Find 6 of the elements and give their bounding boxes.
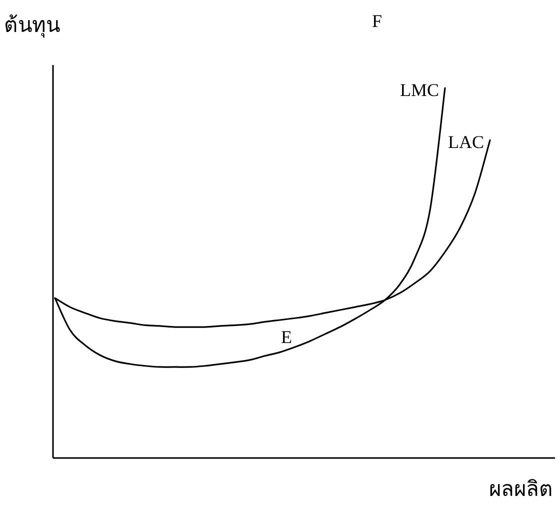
series-label: LMC [400,80,439,100]
x-axis-title: ผลผลิต [489,477,553,501]
series-label: LAC [448,132,484,152]
y-axis-title: ต้นทุน [4,13,60,38]
text: F [372,11,382,31]
annotation: E [281,327,292,347]
